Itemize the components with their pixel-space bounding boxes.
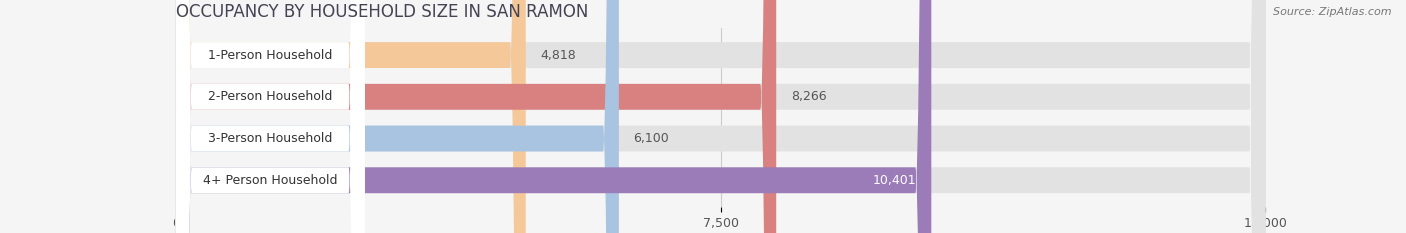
Text: Source: ZipAtlas.com: Source: ZipAtlas.com: [1274, 7, 1392, 17]
Text: 6,100: 6,100: [633, 132, 669, 145]
Text: 3-Person Household: 3-Person Household: [208, 132, 332, 145]
FancyBboxPatch shape: [176, 0, 364, 233]
FancyBboxPatch shape: [176, 0, 364, 233]
FancyBboxPatch shape: [176, 0, 364, 233]
Text: 1-Person Household: 1-Person Household: [208, 48, 332, 62]
FancyBboxPatch shape: [176, 0, 931, 233]
Text: 4,818: 4,818: [540, 48, 576, 62]
Text: 4+ Person Household: 4+ Person Household: [202, 174, 337, 187]
Text: 2-Person Household: 2-Person Household: [208, 90, 332, 103]
FancyBboxPatch shape: [176, 0, 1265, 233]
Text: 10,401: 10,401: [873, 174, 917, 187]
FancyBboxPatch shape: [176, 0, 619, 233]
Text: OCCUPANCY BY HOUSEHOLD SIZE IN SAN RAMON: OCCUPANCY BY HOUSEHOLD SIZE IN SAN RAMON: [176, 3, 588, 21]
FancyBboxPatch shape: [176, 0, 526, 233]
FancyBboxPatch shape: [176, 0, 1265, 233]
FancyBboxPatch shape: [176, 0, 1265, 233]
FancyBboxPatch shape: [176, 0, 364, 233]
FancyBboxPatch shape: [176, 0, 1265, 233]
Text: 8,266: 8,266: [790, 90, 827, 103]
FancyBboxPatch shape: [176, 0, 776, 233]
